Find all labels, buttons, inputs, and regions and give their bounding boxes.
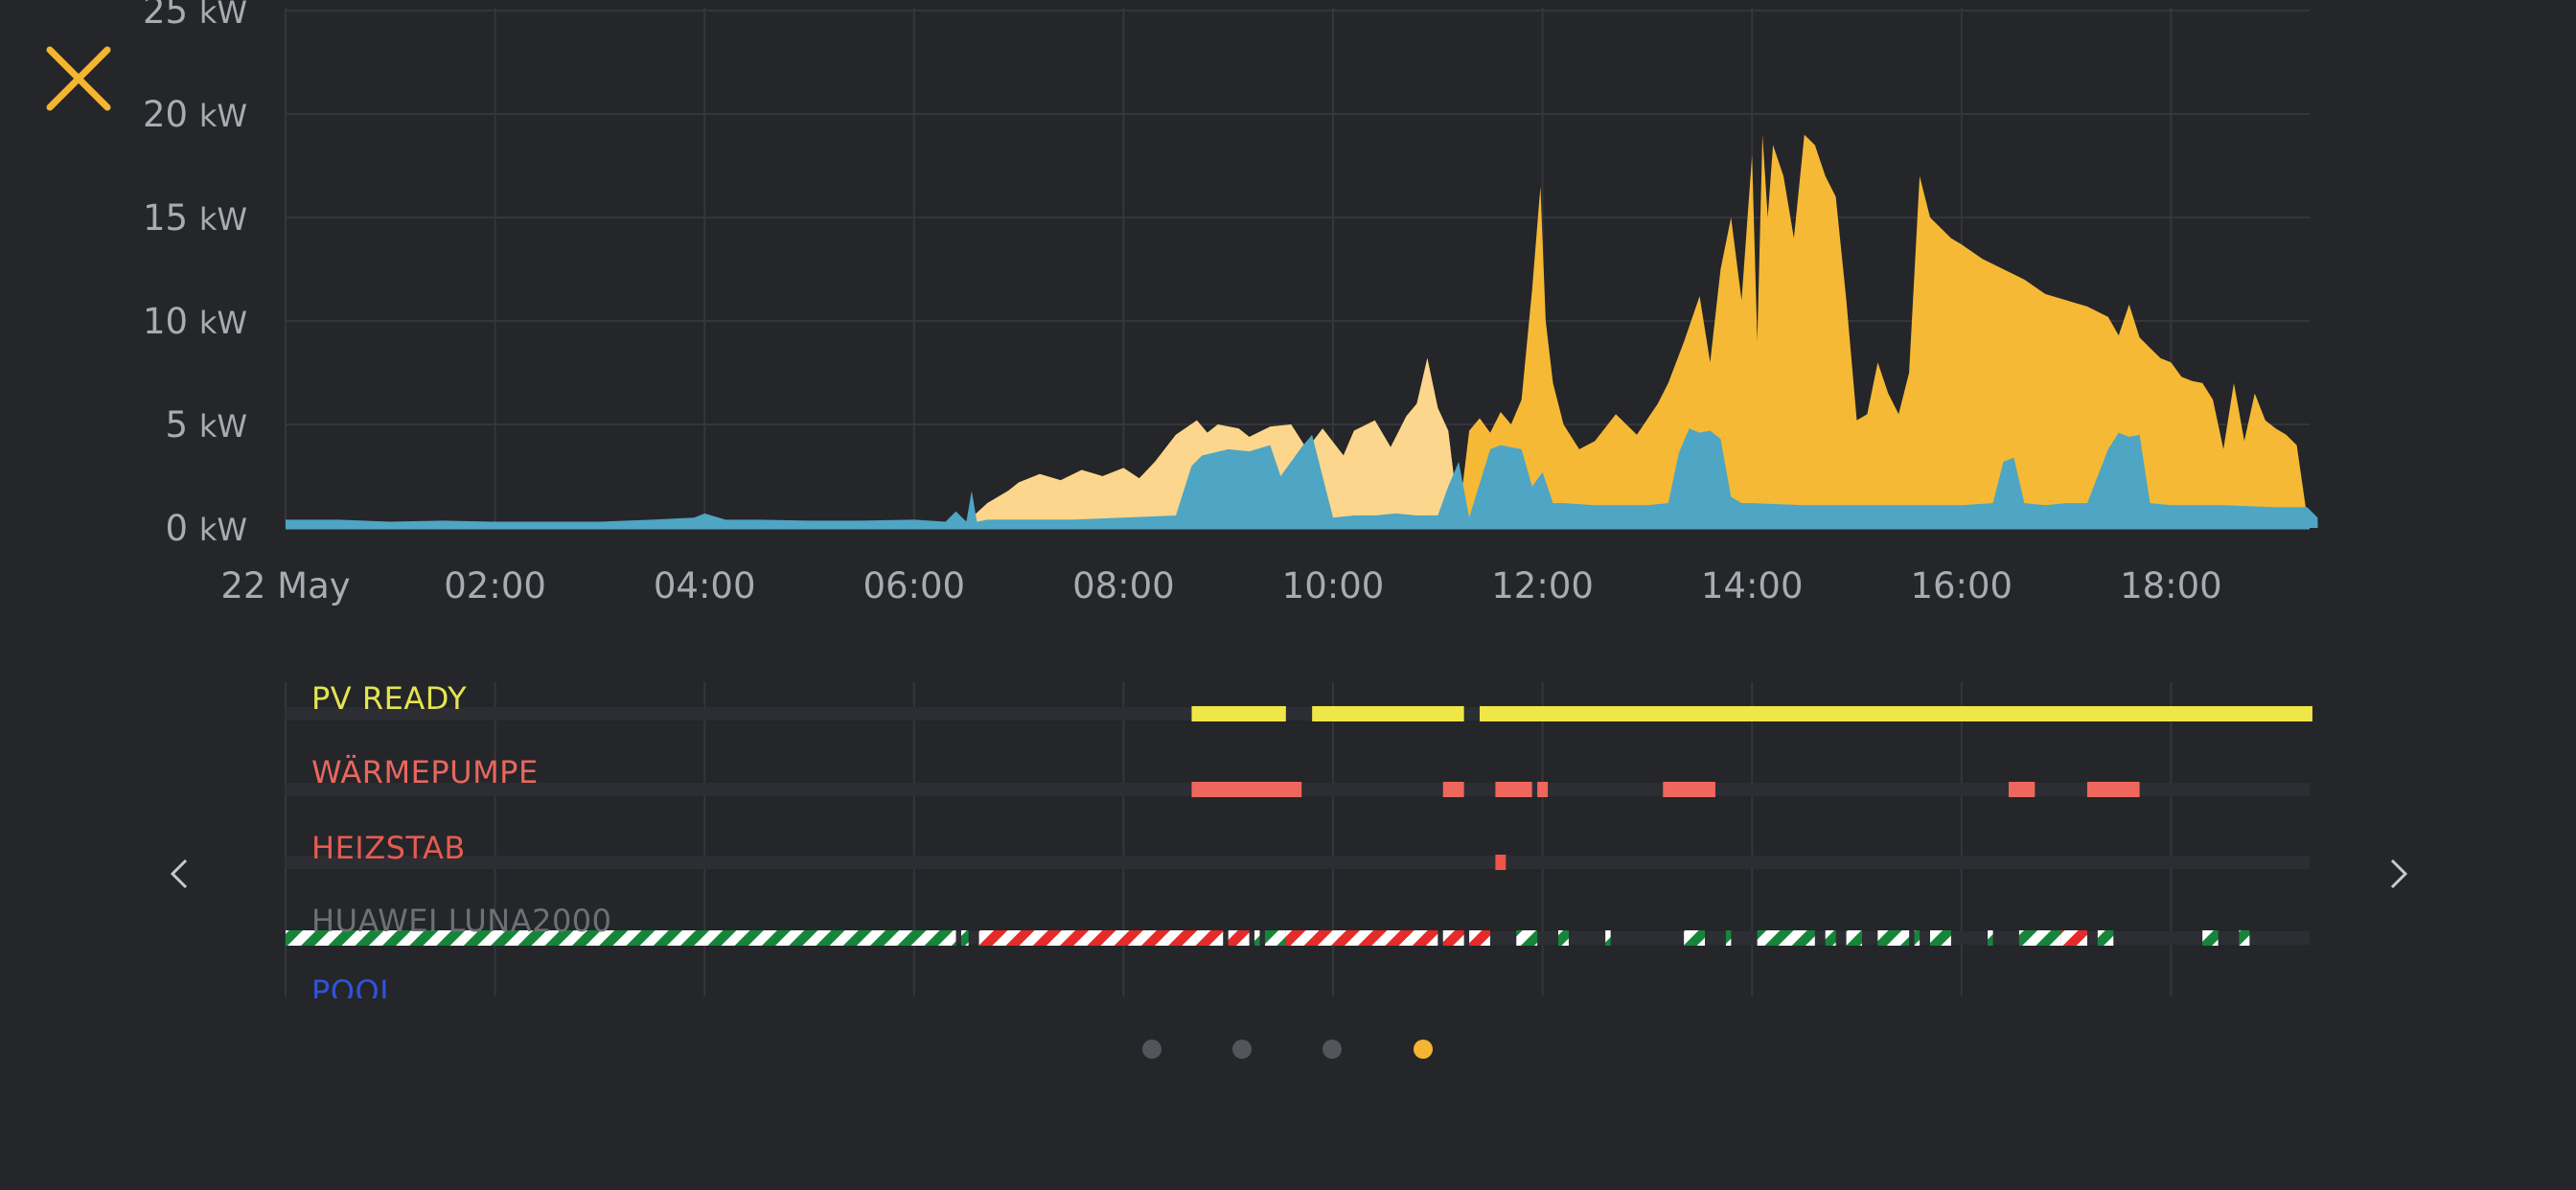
pager-dot[interactable] — [1142, 1040, 1162, 1059]
x-tick-label: 04:00 — [654, 565, 756, 606]
lane-interval-discharge — [1442, 930, 1464, 946]
lane-interval-charge — [2239, 930, 2250, 946]
lane-mask — [0, 996, 2576, 1054]
lane-track — [286, 856, 2310, 869]
lane-interval-charge — [1988, 930, 1993, 946]
x-tick-label: 16:00 — [1910, 565, 2012, 606]
lane-interval-discharge — [2060, 930, 2087, 946]
x-tick-label: 06:00 — [862, 565, 965, 606]
series-area-2 — [286, 428, 2318, 528]
lane-interval-discharge — [1469, 930, 1490, 946]
x-tick-label: 08:00 — [1072, 565, 1175, 606]
pager-dot[interactable] — [1322, 1040, 1342, 1059]
x-axis-ticks: 22 May 02:00 04:00 06:00 08:00 10:00 12:00 14:0… — [220, 565, 2221, 606]
lane-interval — [1663, 782, 1715, 797]
lane-interval-charge — [2018, 930, 2061, 946]
pager-dot[interactable] — [1232, 1040, 1252, 1059]
lane-interval — [1495, 782, 1532, 797]
x-tick-label: 14:00 — [1701, 565, 1804, 606]
x-tick-label: 02:00 — [444, 565, 546, 606]
x-tick-label: 18:00 — [2120, 565, 2222, 606]
lane-interval-charge — [1846, 930, 1862, 946]
chevron-left-icon[interactable] — [161, 855, 199, 893]
series-area-1 — [286, 357, 1470, 528]
lane-label: HUAWEI LUNA2000 — [311, 903, 612, 939]
series-area-0 — [286, 134, 2318, 528]
lane-interval-discharge — [978, 930, 1224, 946]
lane-interval — [2008, 782, 2036, 797]
lane-interval-charge — [1684, 930, 1706, 946]
y-tick-label: 0 kW — [166, 508, 247, 549]
lane-label: POOL — [311, 973, 398, 998]
chart-areas — [286, 134, 2318, 530]
lane-interval — [1537, 782, 1549, 797]
lane-label: HEIZSTAB — [311, 830, 466, 866]
lane-interval-charge — [1516, 930, 1538, 946]
close-icon[interactable] — [40, 40, 117, 117]
lane-interval-charge — [1725, 930, 1732, 946]
lane-interval-charge — [1930, 930, 1951, 946]
lane-interval-charge — [2097, 930, 2114, 946]
lane-interval-charge — [1605, 930, 1611, 946]
y-tick-label: 20 kW — [143, 94, 247, 135]
x-tick-label: 10:00 — [1282, 565, 1385, 606]
lane-interval-charge — [2202, 930, 2219, 946]
lane-interval-charge — [1264, 930, 1286, 946]
lane-interval — [1191, 782, 1302, 797]
lane-interval-discharge — [1338, 930, 1438, 946]
lane-interval — [1191, 706, 1286, 721]
lane-label: PV READY — [311, 680, 468, 717]
lane-interval-charge — [1877, 930, 1910, 946]
y-tick-label: 25 kW — [143, 0, 247, 32]
chevron-right-icon[interactable] — [2379, 855, 2417, 893]
lane-interval-charge — [1557, 930, 1569, 946]
lane-interval-charge — [960, 930, 969, 946]
lane-interval-charge — [1825, 930, 1836, 946]
pager-dot[interactable] — [1414, 1040, 1433, 1059]
lane-interval-charge — [1757, 930, 1815, 946]
lane-interval — [1480, 706, 2312, 721]
lane-interval-charge — [286, 930, 956, 946]
lane-interval — [1312, 706, 1464, 721]
x-tick-label: 12:00 — [1491, 565, 1594, 606]
lane-interval-discharge — [1228, 930, 1250, 946]
lane-label: WÄRMEPUMPE — [311, 754, 539, 790]
lane-interval — [2086, 782, 2140, 797]
x-tick-label: 22 May — [220, 565, 350, 606]
lane-labels: PV READY WÄRMEPUMPE HEIZSTAB HUAWEI LUNA200… — [311, 680, 612, 998]
y-tick-label: 15 kW — [143, 197, 247, 239]
y-tick-label: 10 kW — [143, 301, 247, 342]
lane-interval — [1442, 782, 1464, 797]
y-axis-ticks: 0 kW 5 kW 10 kW 15 kW 20 kW 25 kW — [143, 0, 247, 549]
lane-interval-discharge — [1285, 930, 1339, 946]
lane-interval-charge — [1254, 930, 1260, 946]
lane-interval-charge — [1914, 930, 1920, 946]
lane-interval — [1495, 855, 1506, 870]
lane-tracks — [0, 706, 2576, 1054]
y-tick-label: 5 kW — [166, 404, 247, 446]
